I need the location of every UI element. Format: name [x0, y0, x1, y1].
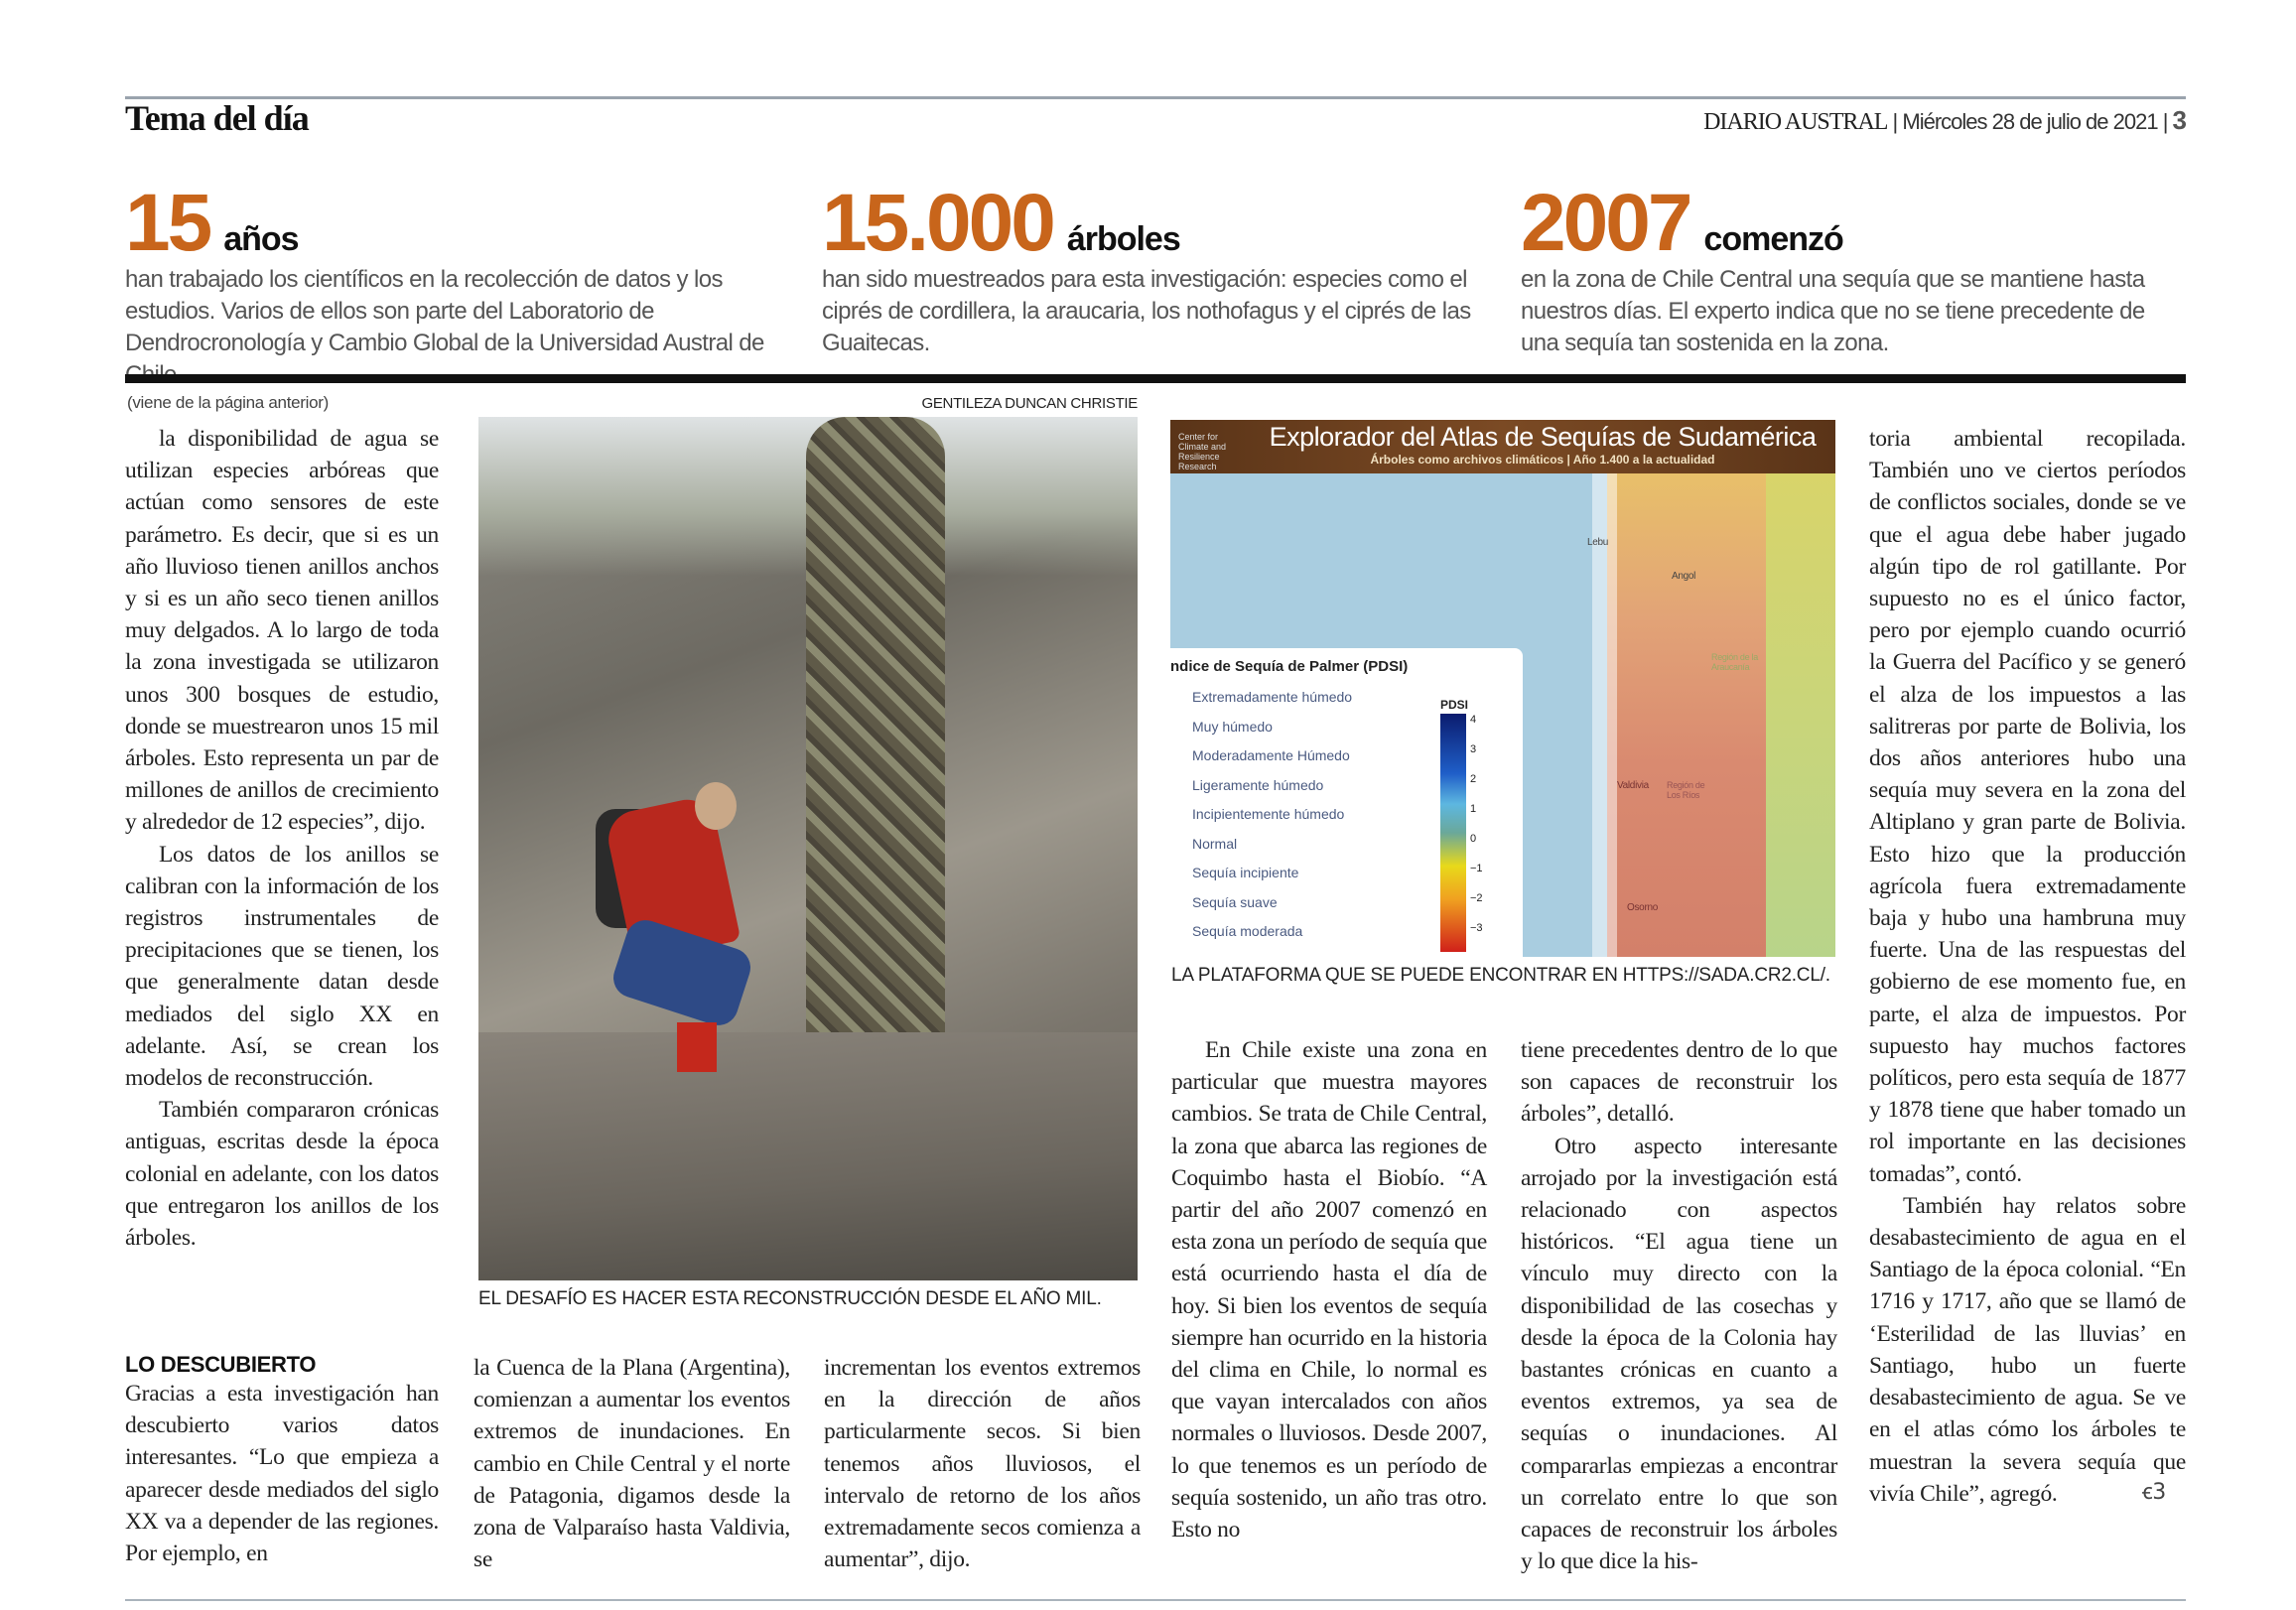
top-rule — [125, 96, 2186, 99]
cr2-logo: Center for Climate and Resilience Resear… — [1178, 432, 1227, 471]
coast — [1592, 473, 1617, 957]
bottom-rule — [125, 1599, 2186, 1601]
photo-caption: EL DESAFÍO ES HACER ESTA RECONSTRUCCIÓN … — [478, 1288, 1102, 1309]
map-subtitle: Árboles como archivos climáticos | Año 1… — [1370, 453, 1715, 467]
issue-date: Miércoles 28 de julio de 2021 — [1902, 109, 2158, 134]
end-mark-icon: ꞓ3 — [2142, 1479, 2166, 1505]
land-east — [1766, 473, 1835, 957]
scale-tick: 2 — [1470, 773, 1477, 785]
legend-item: Normal — [1192, 835, 1238, 852]
stat-unit: comenzó — [1703, 220, 1843, 258]
place-label: Valdivia — [1617, 780, 1649, 791]
researcher-boot — [677, 1022, 717, 1072]
scale-label: PDSI — [1440, 698, 1469, 712]
section-divider — [125, 374, 2186, 383]
paper-name: DIARIO AUSTRAL — [1703, 109, 1888, 135]
article-column-1: la disponibilidad de agua se utilizan es… — [125, 423, 439, 1254]
legend-item: Moderadamente Húmedo — [1192, 747, 1350, 763]
place-label: Región de Los Ríos — [1667, 780, 1705, 800]
scale-tick: 1 — [1470, 803, 1477, 815]
legend-item: Muy húmedo — [1192, 718, 1273, 735]
map-caption: LA PLATAFORMA QUE SE PUEDE ENCONTRAR EN … — [1171, 965, 1830, 986]
place-label: Región de la Araucanía — [1711, 652, 1758, 672]
stat-years: 15 años han trabajado los científicos en l… — [125, 179, 790, 391]
legend-item: Sequía moderada — [1192, 923, 1303, 939]
stat-desc: en la zona de Chile Central una sequía q… — [1521, 266, 2145, 356]
paragraph: También hay relatos sobre desabastecimie… — [1869, 1192, 2186, 1507]
subheading: LO DESCUBIERTO — [125, 1352, 317, 1377]
stat-desc: han trabajado los científicos en la reco… — [125, 266, 764, 388]
paragraph: También compararon crónicas antiguas, es… — [125, 1097, 439, 1252]
continued-note: (viene de la página anterior) — [127, 393, 329, 412]
scale-tick: 3 — [1470, 743, 1477, 755]
rock-slope — [478, 1032, 1138, 1280]
paragraph: incrementan los eventos extremos en la d… — [824, 1355, 1141, 1573]
page-number: 3 — [2172, 105, 2188, 135]
place-label: Osorno — [1627, 902, 1658, 913]
legend-item: Sequía suave — [1192, 893, 1278, 910]
drought-atlas-map: Center for Climate and Resilience Resear… — [1170, 420, 1835, 957]
section-title: Tema del día — [125, 98, 310, 138]
stat-unit: árboles — [1066, 220, 1181, 258]
stat-unit: años — [223, 220, 299, 258]
photo-researcher-tree — [478, 417, 1138, 1280]
scale-tick: 4 — [1470, 714, 1477, 726]
scale-tick: −2 — [1470, 892, 1483, 904]
legend-item: Extremadamente húmedo — [1192, 689, 1353, 705]
stat-number: 15 — [125, 178, 212, 268]
stat-number: 15.000 — [822, 178, 1056, 268]
researcher-head — [695, 782, 737, 830]
paragraph: tiene precedentes dentro de lo que son c… — [1521, 1037, 1837, 1128]
article-column-6: toria ambiental recopilada. También uno … — [1869, 423, 2186, 1510]
place-label: Angol — [1672, 571, 1696, 582]
scale-tick: 0 — [1470, 833, 1477, 845]
paragraph: la disponibilidad de agua se utilizan es… — [125, 426, 439, 836]
stat-number: 2007 — [1521, 178, 1692, 268]
article-column-2: la Cuenca de la Plana (Argentina), comie… — [473, 1352, 790, 1575]
scale-tick: −3 — [1470, 922, 1483, 934]
paragraph: En Chile existe una zona en particular q… — [1171, 1037, 1487, 1543]
paragraph: la Cuenca de la Plana (Argentina), comie… — [473, 1355, 790, 1573]
map-banner: Center for Climate and Resilience Resear… — [1170, 420, 1835, 473]
article-column-5: tiene precedentes dentro de lo que son c… — [1521, 1034, 1837, 1577]
scale-tick: −1 — [1470, 863, 1483, 874]
legend-item: Sequía incipiente — [1192, 865, 1299, 880]
stat-desc: han sido muestreados para esta investiga… — [822, 266, 1471, 356]
stat-trees: 15.000 árboles han sido muestreados para e… — [822, 179, 1487, 359]
legend-item: Ligeramente húmedo — [1192, 776, 1324, 793]
masthead: DIARIO AUSTRAL | Miércoles 28 de julio d… — [1703, 105, 2188, 135]
article-column-1b: LO DESCUBIERTO Gracias a esta investigac… — [125, 1352, 439, 1569]
paragraph: Otro aspecto interesante arrojado por la… — [1521, 1133, 1837, 1575]
pdsi-color-scale — [1440, 714, 1466, 952]
map-title: Explorador del Atlas de Sequías de Sudam… — [1269, 422, 1817, 452]
place-label: Lebu — [1587, 537, 1609, 548]
article-column-4: En Chile existe una zona en particular q… — [1171, 1034, 1487, 1545]
paragraph: toria ambiental recopilada. También uno … — [1869, 426, 2186, 1187]
legend-item: Incipientemente húmedo — [1192, 806, 1345, 822]
stat-year: 2007 comenzó en la zona de Chile Central u… — [1521, 179, 2186, 359]
photo-credit: GENTILEZA DUNCAN CHRISTIE — [921, 395, 1138, 412]
pdsi-legend: ndice de Sequía de Palmer (PDSI) Extrema… — [1170, 648, 1523, 957]
paragraph: Los datos de los anillos se calibran con… — [125, 841, 439, 1092]
legend-title: ndice de Sequía de Palmer (PDSI) — [1170, 658, 1409, 675]
paragraph: Gracias a esta investigación han descubi… — [125, 1381, 439, 1567]
article-column-3: incrementan los eventos extremos en la d… — [824, 1352, 1141, 1575]
